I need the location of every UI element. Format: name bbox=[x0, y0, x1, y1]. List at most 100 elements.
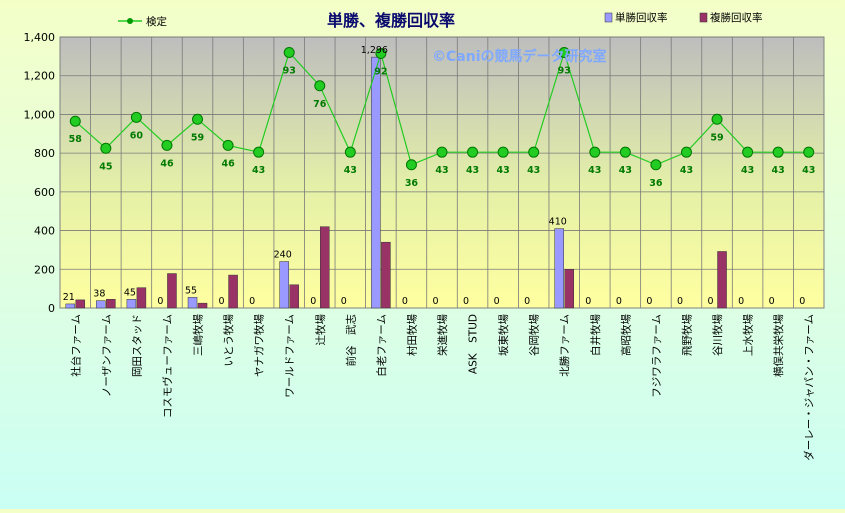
bar-value-label: 0 bbox=[341, 296, 347, 307]
line-series bbox=[69, 46, 815, 171]
kentei-point bbox=[344, 146, 356, 158]
kentei-value-label: 45 bbox=[99, 161, 112, 172]
bar-value-label: 410 bbox=[549, 217, 567, 228]
kentei-point bbox=[161, 139, 173, 151]
bar-value-label: 38 bbox=[93, 289, 105, 300]
legend-kentei-marker bbox=[127, 18, 133, 24]
data-labels: 21 38 45 0 55 0 0 240 0 0 1,296 0 0 0 0 0 410 0 0 0 0 0 0 0 0 58 4… bbox=[63, 45, 816, 307]
kentei-value-label: 46 bbox=[160, 158, 174, 169]
kentei-value-label: 43 bbox=[435, 165, 448, 176]
bar-fukusho bbox=[136, 287, 147, 309]
bar-value-label: 0 bbox=[708, 296, 714, 307]
bar-fukusho bbox=[381, 241, 391, 309]
bar-value-label: 0 bbox=[738, 296, 744, 307]
bar-value-label: 0 bbox=[646, 296, 652, 307]
x-category-label: 栄進牧場 bbox=[436, 314, 449, 356]
bar-value-label: 0 bbox=[769, 296, 775, 307]
x-category-label: 岡田スタッド bbox=[131, 314, 143, 377]
kentei-value-label: 43 bbox=[497, 165, 510, 176]
bar-value-label: 21 bbox=[63, 292, 75, 303]
bar-value-label: 240 bbox=[274, 250, 292, 261]
y-tick-label: 1,200 bbox=[24, 70, 56, 83]
kentei-point bbox=[283, 46, 295, 58]
bar-tansho bbox=[279, 261, 289, 309]
kentei-point bbox=[253, 146, 265, 158]
bar-fukusho bbox=[228, 274, 238, 309]
legend: 検定 単勝回収率 複勝回収率 bbox=[118, 11, 763, 28]
bar-fukusho bbox=[106, 299, 116, 309]
x-category-label: 高昭牧場 bbox=[619, 314, 632, 356]
kentei-point bbox=[650, 159, 662, 171]
legend-kentei-label: 検定 bbox=[146, 15, 167, 28]
x-category-label: ノーザンファーム bbox=[101, 314, 113, 397]
bar-tansho bbox=[187, 297, 198, 309]
kentei-value-label: 60 bbox=[130, 130, 144, 141]
x-category-label: 北勝ファーム bbox=[558, 314, 571, 377]
kentei-value-label: 43 bbox=[802, 165, 815, 176]
bar-fukusho bbox=[167, 273, 177, 309]
bar-value-label: 0 bbox=[432, 296, 438, 307]
kentei-value-label: 43 bbox=[741, 165, 754, 176]
kentei-value-label: 43 bbox=[252, 165, 265, 176]
kentei-point bbox=[436, 146, 448, 158]
kentei-value-label: 43 bbox=[527, 165, 540, 176]
kentei-point bbox=[680, 146, 692, 158]
bar-value-label: 0 bbox=[157, 296, 163, 307]
kentei-value-label: 92 bbox=[374, 66, 387, 77]
kentei-value-label: 76 bbox=[313, 99, 327, 110]
kentei-value-label: 46 bbox=[221, 158, 235, 169]
x-category-label: 上水牧場 bbox=[742, 314, 755, 356]
kentei-point bbox=[375, 47, 387, 59]
legend-tansho-label: 単勝回収率 bbox=[615, 11, 668, 24]
kentei-point bbox=[558, 46, 570, 58]
bar-value-label: 0 bbox=[249, 296, 255, 307]
kentei-value-label: 36 bbox=[649, 178, 663, 189]
x-category-label: 辻牧場 bbox=[314, 314, 327, 346]
bar-value-label: 0 bbox=[799, 296, 805, 307]
bar-fukusho bbox=[717, 251, 727, 309]
chart-title: 単勝、複勝回収率 bbox=[327, 11, 455, 30]
watermark: ©Caniの競馬データ研究室 bbox=[432, 48, 607, 65]
plot-area bbox=[59, 36, 825, 309]
x-category-label: 飛野牧場 bbox=[680, 314, 693, 356]
kentei-value-label: 36 bbox=[405, 178, 419, 189]
kentei-point bbox=[222, 139, 234, 151]
x-category-label: 社台ファーム bbox=[69, 314, 82, 377]
bar-value-label: 0 bbox=[310, 296, 316, 307]
x-category-label: 三嶋牧場 bbox=[192, 314, 205, 356]
kentei-point bbox=[192, 113, 204, 125]
x-category-label: 村田牧場 bbox=[405, 314, 418, 356]
gridlines bbox=[60, 36, 824, 308]
x-category-label: ワールドファーム bbox=[284, 314, 296, 398]
legend-fukusho-swatch bbox=[699, 12, 708, 23]
bar-tansho bbox=[126, 299, 137, 309]
kentei-value-label: 43 bbox=[466, 165, 479, 176]
bar-value-label: 1,296 bbox=[361, 45, 388, 56]
kentei-value-label: 59 bbox=[710, 132, 723, 143]
x-category-label: ダーレー・ジャパン・ファーム bbox=[803, 314, 816, 461]
x-category-label: ASK STUD bbox=[468, 314, 480, 374]
bar-value-label: 0 bbox=[585, 296, 591, 307]
kentei-value-label: 43 bbox=[619, 165, 632, 176]
y-tick-label: 1,400 bbox=[24, 31, 56, 44]
kentei-point bbox=[619, 146, 631, 158]
kentei-value-label: 58 bbox=[69, 134, 83, 145]
bars bbox=[65, 56, 727, 309]
x-category-label: フジワラファーム bbox=[651, 314, 663, 398]
kentei-point bbox=[405, 159, 417, 171]
kentei-point bbox=[69, 115, 81, 127]
bar-value-label: 45 bbox=[124, 287, 136, 298]
kentei-point bbox=[589, 146, 601, 158]
x-category-label: 坂東牧場 bbox=[497, 314, 510, 356]
x-category-label: コスモヴューファーム bbox=[161, 314, 174, 418]
y-tick-label: 600 bbox=[34, 186, 55, 199]
bar-tansho bbox=[554, 228, 564, 309]
bar-fukusho bbox=[75, 299, 86, 309]
legend-fukusho-label: 複勝回収率 bbox=[710, 11, 763, 24]
bar-value-label: 0 bbox=[677, 296, 683, 307]
x-category-label: いとう牧場 bbox=[222, 314, 235, 367]
bar-fukusho bbox=[564, 269, 574, 309]
kentei-value-label: 93 bbox=[283, 65, 296, 76]
y-axis: 0 200 400 600 800 1,000 1,200 1,400 bbox=[24, 31, 56, 315]
